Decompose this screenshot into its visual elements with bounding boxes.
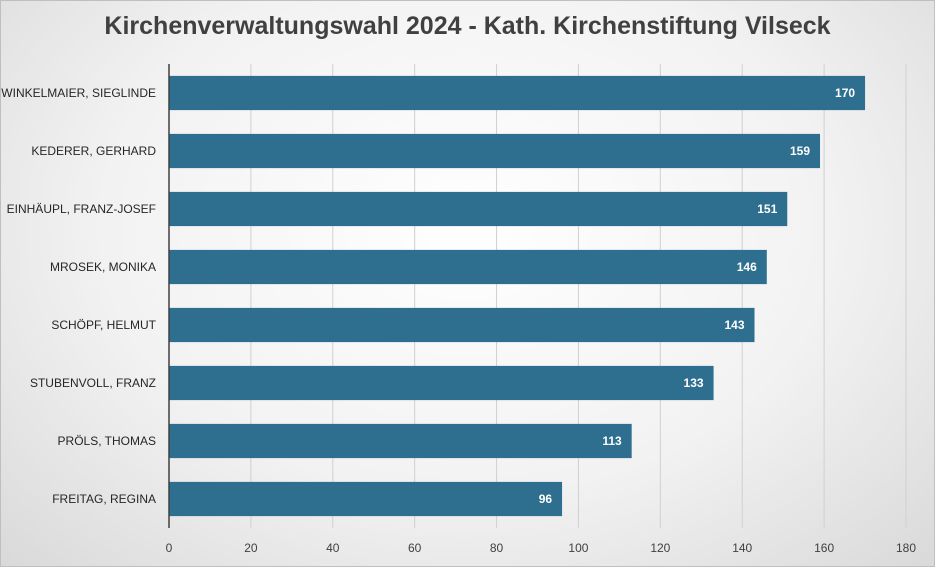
- data-label: 113: [602, 434, 622, 448]
- x-tick-label: 160: [814, 541, 834, 555]
- category-label: MROSEK, MONIKA: [50, 260, 156, 274]
- category-label: FREITAG, REGINA: [52, 492, 156, 506]
- bar: [169, 75, 866, 111]
- bar: [169, 423, 632, 459]
- data-label: 170: [835, 86, 855, 100]
- x-tick-label: 100: [568, 541, 588, 555]
- x-tick-label: 80: [490, 541, 504, 555]
- x-tick-label: 140: [732, 541, 752, 555]
- category-label: EINHÄUPL, FRANZ-JOSEF: [7, 202, 156, 216]
- category-label: STUBENVOLL, FRANZ: [30, 376, 156, 390]
- category-label: KEDERER, GERHARD: [31, 144, 156, 158]
- x-tick-label: 120: [650, 541, 670, 555]
- bar: [169, 191, 788, 227]
- data-label: 96: [539, 492, 553, 506]
- data-label: 159: [790, 144, 810, 158]
- bar: [169, 365, 714, 401]
- bar: [169, 133, 821, 169]
- data-label: 146: [737, 260, 757, 274]
- category-label: PRÖLS, THOMAS: [58, 434, 156, 448]
- bar: [169, 481, 563, 517]
- category-label: SCHÖPF, HELMUT: [51, 318, 156, 332]
- bar: [169, 249, 767, 285]
- chart-title: Kirchenverwaltungswahl 2024 - Kath. Kirc…: [104, 12, 831, 40]
- data-label: 151: [757, 202, 777, 216]
- bar: [169, 307, 755, 343]
- x-tick-label: 20: [244, 541, 258, 555]
- x-tick-label: 40: [326, 541, 340, 555]
- category-label: WINKELMAIER, SIEGLINDE: [1, 86, 156, 100]
- x-tick-label: 0: [166, 541, 173, 555]
- data-label: 133: [684, 376, 704, 390]
- x-tick-label: 180: [896, 541, 916, 555]
- data-label: 143: [724, 318, 744, 332]
- x-tick-label: 60: [408, 541, 422, 555]
